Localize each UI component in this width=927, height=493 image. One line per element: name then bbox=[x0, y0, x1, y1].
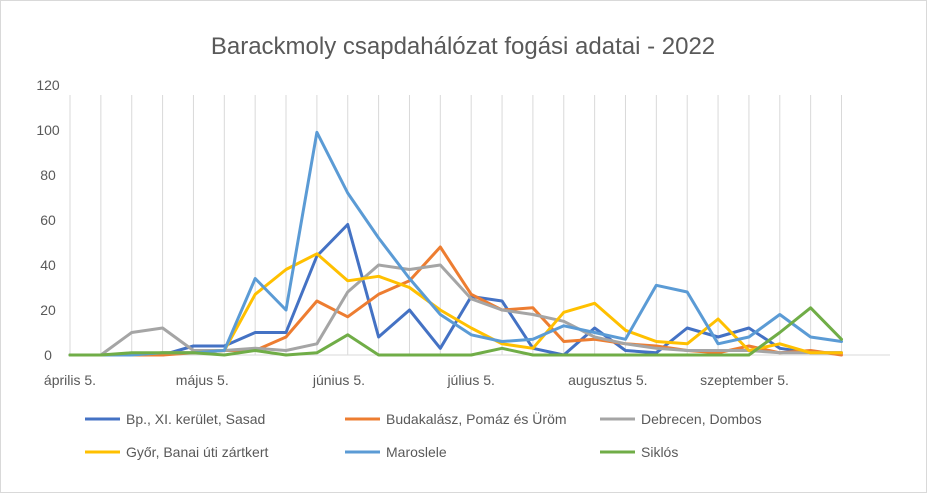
series-line-0 bbox=[68, 223, 843, 357]
x-tick-label-2: június 5. bbox=[312, 372, 365, 388]
grid-lines bbox=[69, 95, 843, 355]
legend-label-4: Maroslele bbox=[386, 444, 447, 460]
y-tick-label-6: 120 bbox=[36, 77, 60, 93]
legend-label-2: Debrecen, Dombos bbox=[641, 411, 762, 427]
series-lines bbox=[68, 130, 843, 357]
y-tick-label-4: 80 bbox=[40, 167, 56, 183]
series-line-2 bbox=[68, 263, 843, 357]
y-tick-label-0: 0 bbox=[44, 347, 52, 363]
legend-label-0: Bp., XI. kerület, Sasad bbox=[126, 411, 265, 427]
x-tick-label-1: május 5. bbox=[176, 372, 229, 388]
legend: Bp., XI. kerület, Sasad Budakalász, Pomáz… bbox=[85, 410, 762, 460]
y-tick-label-3: 60 bbox=[40, 212, 56, 228]
y-tick-label-1: 20 bbox=[40, 302, 56, 318]
legend-label-3: Győr, Banai úti zártkert bbox=[126, 444, 269, 460]
series-line-5 bbox=[68, 306, 843, 357]
chart-title: Barackmoly csapdahálózat fogási adatai -… bbox=[211, 33, 715, 60]
x-tick-label-3: július 5. bbox=[446, 372, 494, 388]
x-tick-label-4: augusztus 5. bbox=[568, 372, 647, 388]
axes: 0 20 40 60 80 100 120 április 5. május 5. június … bbox=[36, 77, 890, 388]
legend-label-5: Siklós bbox=[641, 444, 678, 460]
x-tick-label-0: április 5. bbox=[44, 372, 96, 388]
legend-label-1: Budakalász, Pomáz és Üröm bbox=[386, 410, 567, 427]
x-tick-label-5: szeptember 5. bbox=[700, 372, 789, 388]
series-line-4 bbox=[68, 130, 843, 357]
y-tick-label-2: 40 bbox=[40, 257, 56, 273]
series-line-1 bbox=[68, 245, 843, 357]
y-tick-label-5: 100 bbox=[36, 122, 60, 138]
